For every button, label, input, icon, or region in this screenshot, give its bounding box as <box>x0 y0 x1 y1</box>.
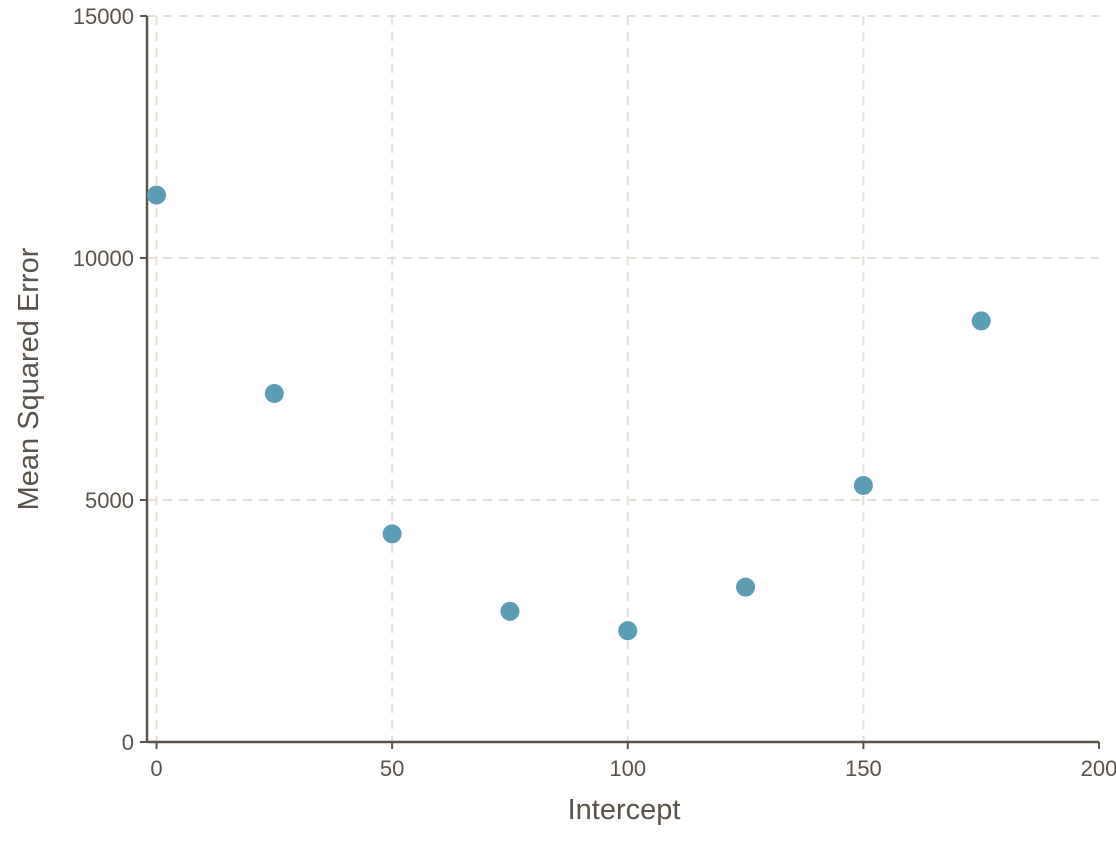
data-points <box>147 185 991 641</box>
y-tick-label-0: 0 <box>122 730 134 755</box>
data-point <box>500 601 520 621</box>
x-tick-label-200: 200 <box>1081 756 1116 781</box>
data-point <box>264 384 284 404</box>
x-tick-label-50: 50 <box>380 756 404 781</box>
data-point <box>618 621 638 641</box>
y-tick-label-10000: 10000 <box>73 246 134 271</box>
grid <box>147 15 1099 742</box>
data-point <box>853 475 873 495</box>
data-point <box>971 311 991 331</box>
x-axis-label: Intercept <box>568 794 681 826</box>
ticks: 0 50 100 150 200 0 5000 10000 15000 <box>73 4 1116 781</box>
y-tick-label-5000: 5000 <box>85 488 134 513</box>
data-point <box>736 577 756 597</box>
data-point <box>382 524 402 544</box>
y-axis-label: Mean Squared Error <box>13 247 45 510</box>
axes <box>145 16 1099 744</box>
x-tick-label-0: 0 <box>150 756 162 781</box>
x-tick-label-100: 100 <box>609 756 646 781</box>
data-point <box>147 185 166 205</box>
y-tick-label-15000: 15000 <box>73 4 134 29</box>
x-tick-label-150: 150 <box>845 756 882 781</box>
